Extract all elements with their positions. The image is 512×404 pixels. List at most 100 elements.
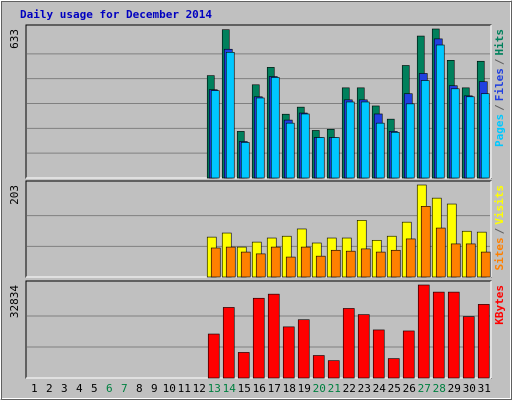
bar xyxy=(360,101,370,179)
bar xyxy=(432,291,445,379)
x-tick-label: 29 xyxy=(448,382,461,395)
y-tick-label: 32834 xyxy=(8,285,21,318)
x-tick-label: 16 xyxy=(253,382,266,395)
legend-entry: KBytes xyxy=(493,285,506,325)
x-tick-label: 30 xyxy=(463,382,476,395)
y-tick-label: 203 xyxy=(8,185,21,205)
bar xyxy=(342,308,355,379)
bar xyxy=(207,333,220,379)
legend: KBytes xyxy=(493,285,506,325)
chart-title: Daily usage for December 2014 xyxy=(20,8,212,21)
bar xyxy=(285,122,295,179)
x-tick-label: 28 xyxy=(433,382,446,395)
x-tick-label: 2 xyxy=(46,382,53,395)
legend-entry: Hits xyxy=(493,29,506,56)
bar xyxy=(435,227,446,278)
x-tick-label: 4 xyxy=(76,382,83,395)
x-tick-label: 26 xyxy=(403,382,416,395)
bar xyxy=(405,103,415,179)
bar xyxy=(345,101,355,179)
bar xyxy=(297,319,310,379)
bar xyxy=(480,251,491,278)
x-tick-label: 1 xyxy=(31,382,38,395)
bar xyxy=(240,251,251,278)
bar xyxy=(300,113,310,179)
legend: Pages / Files / Hits xyxy=(493,29,506,147)
bar xyxy=(372,329,385,379)
bar xyxy=(417,284,430,379)
bar xyxy=(210,247,221,278)
bar xyxy=(435,44,445,179)
bar xyxy=(390,132,400,179)
bar xyxy=(267,293,280,379)
bar xyxy=(237,352,250,379)
bar xyxy=(270,246,281,278)
x-tick-label: 24 xyxy=(373,382,387,395)
bar xyxy=(390,249,401,278)
x-tick-label: 25 xyxy=(388,382,401,395)
x-tick-label: 8 xyxy=(136,382,143,395)
bar xyxy=(255,97,265,179)
x-tick-label: 21 xyxy=(328,382,341,395)
x-tick-label: 31 xyxy=(478,382,491,395)
x-tick-label: 12 xyxy=(193,382,206,395)
x-tick-label: 3 xyxy=(61,382,68,395)
x-tick-label: 5 xyxy=(91,382,98,395)
legend-entry: Files xyxy=(493,68,506,101)
bar xyxy=(300,246,311,278)
x-tick-label: 23 xyxy=(358,382,371,395)
bar xyxy=(465,96,475,179)
bar xyxy=(480,93,490,179)
bar xyxy=(345,250,356,278)
bar xyxy=(285,256,296,278)
legend-entry: Visits xyxy=(493,185,506,225)
x-tick-label: 20 xyxy=(313,382,326,395)
bar xyxy=(375,122,385,179)
y-tick-label: 633 xyxy=(8,29,21,49)
legend-separator: / xyxy=(493,227,506,234)
bar xyxy=(222,307,235,379)
bar xyxy=(225,52,235,179)
bar xyxy=(240,142,250,179)
bar xyxy=(387,358,400,379)
bar xyxy=(312,355,325,379)
legend-separator: / xyxy=(493,104,506,111)
bar xyxy=(420,80,430,179)
x-tick-label: 9 xyxy=(151,382,158,395)
x-tick-label: 13 xyxy=(208,382,221,395)
bar xyxy=(375,251,386,278)
bar xyxy=(402,330,415,379)
bar xyxy=(450,243,461,278)
legend-entry: Sites xyxy=(493,237,506,270)
bar xyxy=(447,291,460,379)
legend-entry: Pages xyxy=(493,114,506,147)
x-tick-label: 15 xyxy=(238,382,251,395)
x-tick-label: 19 xyxy=(298,382,311,395)
bar xyxy=(282,326,295,379)
bar xyxy=(330,249,341,278)
bar xyxy=(270,77,280,179)
x-tick-label: 22 xyxy=(343,382,356,395)
bar xyxy=(462,316,475,379)
bar xyxy=(255,253,266,278)
legend: Sites / Visits xyxy=(493,185,506,271)
bar xyxy=(360,248,371,278)
x-tick-label: 7 xyxy=(121,382,128,395)
x-tick-label: 10 xyxy=(163,382,176,395)
bar xyxy=(315,137,325,179)
bar xyxy=(450,88,460,179)
bar xyxy=(210,90,220,179)
bar xyxy=(252,297,265,379)
bar xyxy=(225,246,236,278)
bar xyxy=(327,360,340,379)
x-tick-label: 14 xyxy=(223,382,237,395)
bar xyxy=(465,243,476,278)
legend-separator: / xyxy=(493,58,506,65)
bar xyxy=(477,304,490,379)
bar xyxy=(405,238,416,278)
x-tick-label: 11 xyxy=(178,382,191,395)
x-tick-label: 6 xyxy=(106,382,113,395)
x-tick-label: 17 xyxy=(268,382,281,395)
